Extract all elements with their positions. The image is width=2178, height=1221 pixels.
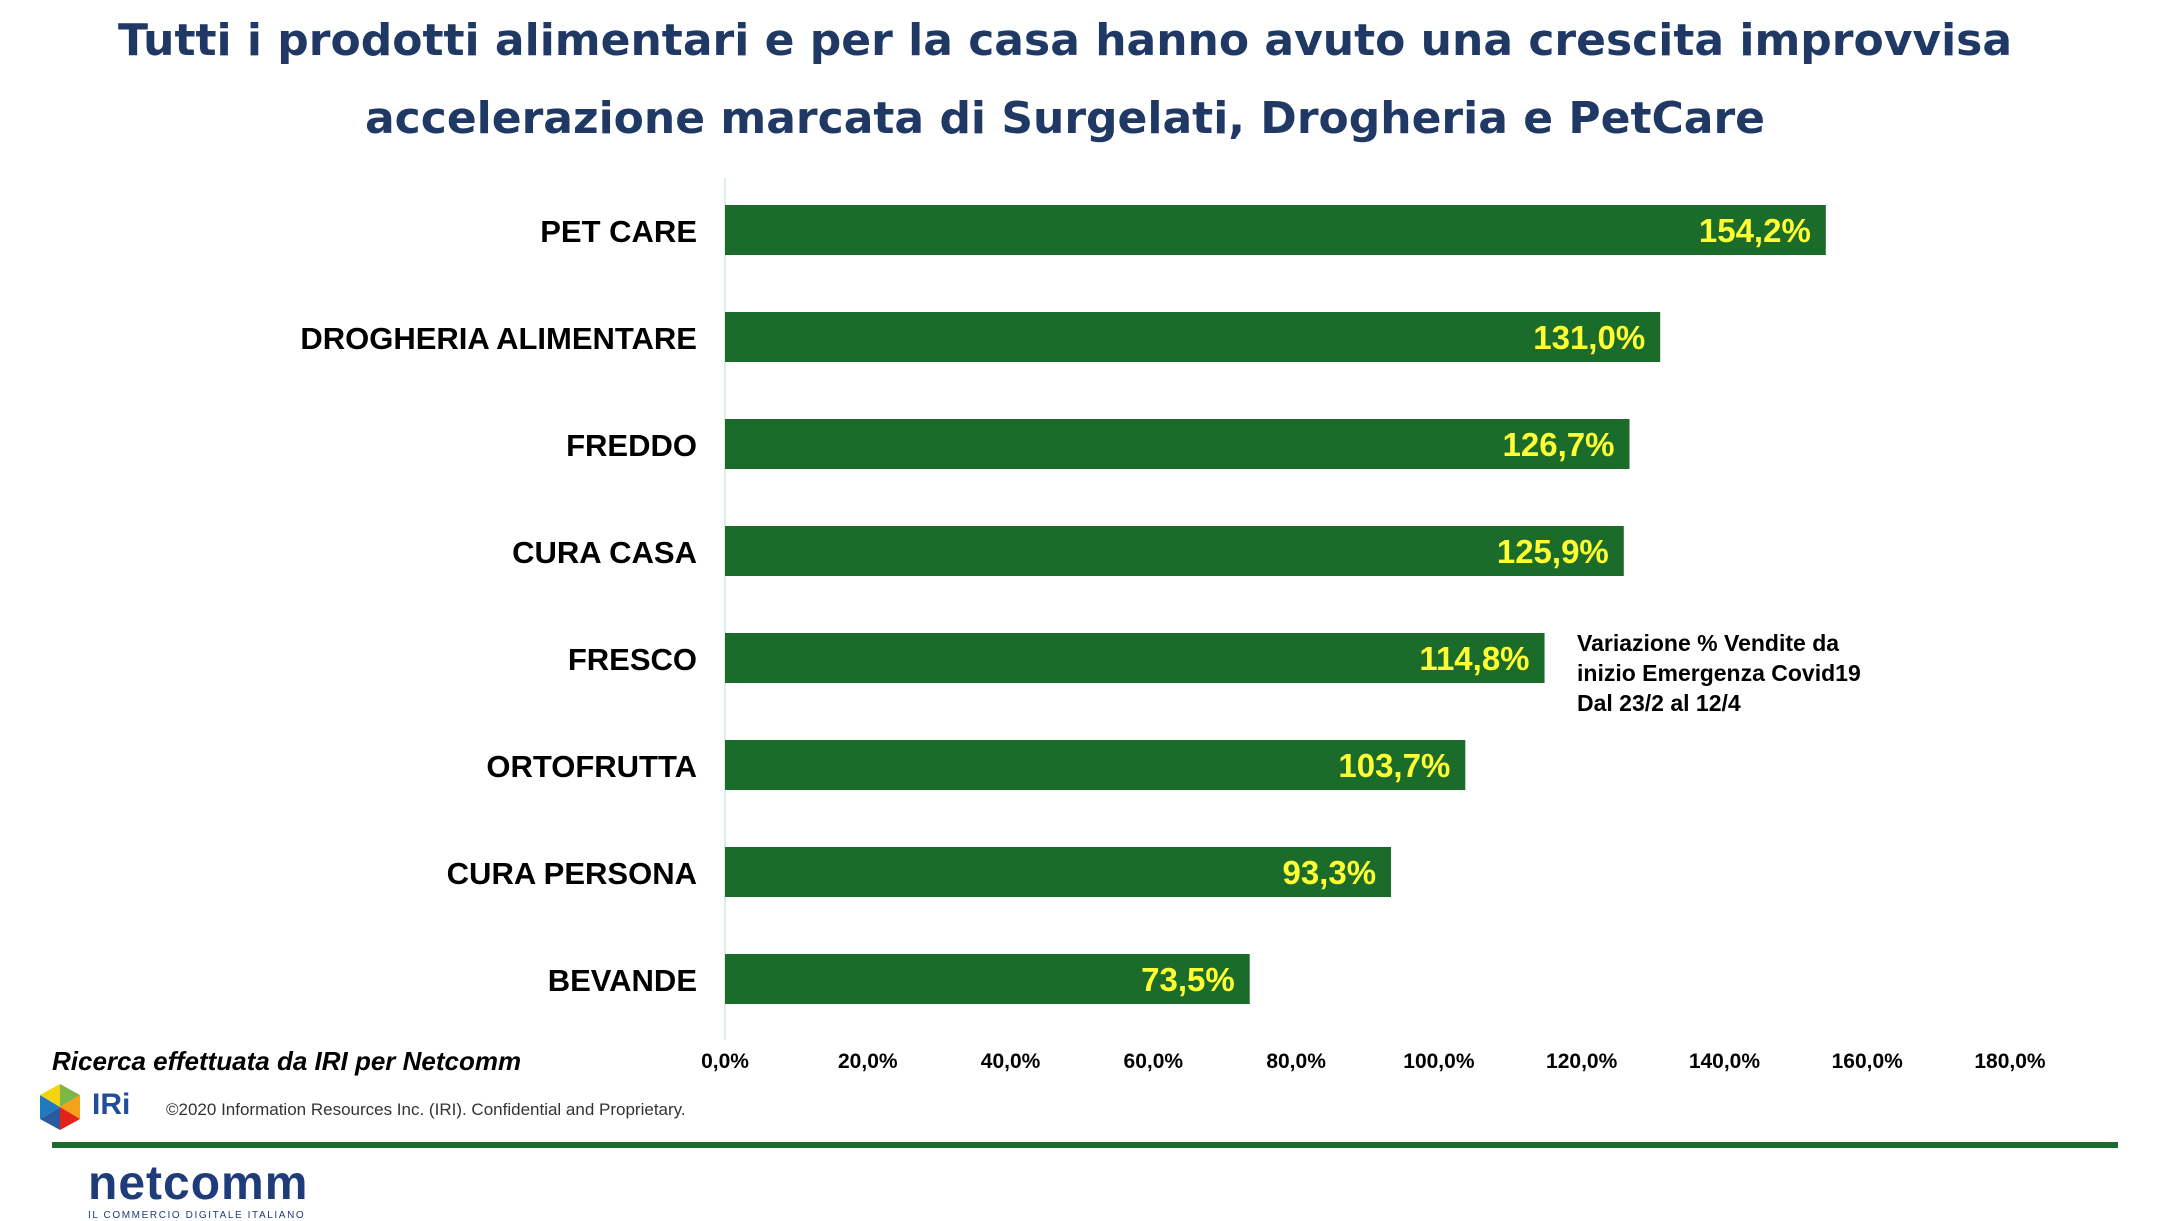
netcomm-logo: netcomm IL COMMERCIO DIGITALE ITALIANO (88, 1160, 308, 1221)
value-label-6: 93,3% (1282, 854, 1376, 891)
copyright-text: ©2020 Information Resources Inc. (IRI). … (166, 1100, 686, 1119)
category-label-6: CURA PERSONA (447, 856, 697, 891)
bar-4 (725, 633, 1545, 683)
value-label-7: 73,5% (1141, 961, 1235, 998)
category-label-0: PET CARE (540, 214, 697, 249)
iri-logo-icon (40, 1084, 80, 1130)
category-label-2: FREDDO (566, 428, 697, 463)
bar-5 (725, 740, 1466, 790)
x-tick-label-8: 160,0% (1832, 1050, 1904, 1073)
x-tick-label-5: 100,0% (1403, 1050, 1475, 1073)
chart-note: Variazione % Vendite da inizio Emergenza… (1577, 628, 1861, 718)
bar-1 (725, 312, 1661, 362)
bar-6 (725, 847, 1392, 897)
bar-2 (725, 419, 1630, 469)
title-line-2: accelerazione marcata di Surgelati, Drog… (364, 93, 1766, 144)
category-label-5: ORTOFRUTTA (486, 749, 697, 784)
footer-divider (52, 1142, 2118, 1148)
title-line-1: Tutti i prodotti alimentari e per la cas… (117, 15, 2013, 66)
category-label-4: FRESCO (568, 642, 697, 677)
chart-note-line-3: Dal 23/2 al 12/4 (1577, 690, 1741, 716)
x-tick-label-1: 20,0% (838, 1050, 898, 1073)
x-tick-label-3: 60,0% (1124, 1050, 1184, 1073)
netcomm-brand: netcomm (88, 1157, 309, 1210)
x-tick-label-6: 120,0% (1546, 1050, 1618, 1073)
value-label-1: 131,0% (1533, 319, 1645, 356)
research-credit: Ricerca effettuata da IRI per Netcomm (52, 1046, 522, 1076)
category-label-3: CURA CASA (512, 535, 697, 570)
x-tick-label-7: 140,0% (1689, 1050, 1761, 1073)
x-tick-label-9: 180,0% (1974, 1050, 2046, 1073)
bar-0 (725, 205, 1826, 255)
bar-7 (725, 954, 1250, 1004)
netcomm-tagline: IL COMMERCIO DIGITALE ITALIANO (88, 1210, 306, 1221)
page-title: Tutti i prodotti alimentari e per la cas… (0, 2, 2130, 158)
category-label-7: BEVANDE (548, 963, 697, 998)
value-label-4: 114,8% (1419, 640, 1529, 677)
value-label-2: 126,7% (1503, 426, 1615, 463)
x-tick-label-4: 80,0% (1266, 1050, 1326, 1073)
value-label-3: 125,9% (1497, 533, 1609, 570)
x-tick-label-2: 40,0% (981, 1050, 1041, 1073)
iri-brand: IRi (92, 1088, 131, 1121)
x-tick-label-0: 0,0% (701, 1050, 749, 1073)
chart-note-line-2: inizio Emergenza Covid19 (1577, 660, 1861, 686)
bar-3 (725, 526, 1624, 576)
category-label-1: DROGHERIA ALIMENTARE (300, 321, 697, 356)
value-label-5: 103,7% (1338, 747, 1450, 784)
value-label-0: 154,2% (1699, 212, 1811, 249)
chart-note-line-1: Variazione % Vendite da (1577, 630, 1840, 656)
